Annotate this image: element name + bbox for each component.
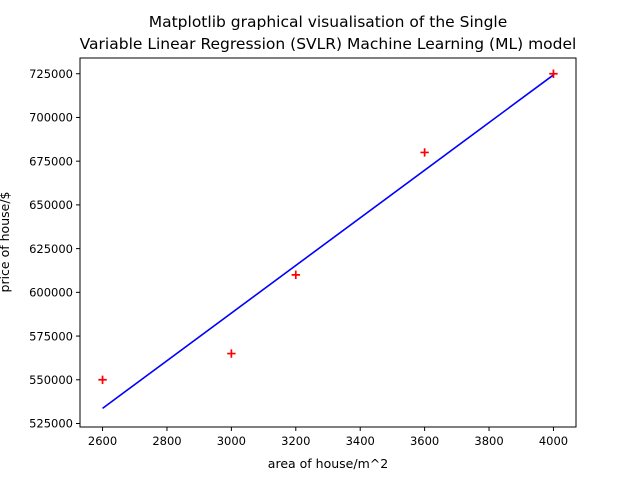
chart-title-line-2: Variable Linear Regression (SVLR) Machin… — [80, 35, 577, 53]
y-tick-label: 650000 — [29, 198, 73, 212]
x-tick-label: 4000 — [539, 434, 568, 448]
x-tick-label: 3400 — [346, 434, 375, 448]
y-tick-label: 675000 — [29, 154, 73, 168]
x-tick-label: 3200 — [281, 434, 310, 448]
y-tick-label: 700000 — [29, 111, 73, 125]
x-tick-label: 2600 — [88, 434, 117, 448]
y-tick-label: 625000 — [29, 242, 73, 256]
y-axis-label: price of house/$ — [0, 192, 12, 293]
x-tick-label: 2800 — [152, 434, 181, 448]
regression-line — [102, 74, 554, 409]
data-point-marker — [549, 69, 558, 78]
x-tick-label: 3000 — [217, 434, 246, 448]
x-tick-label: 3600 — [410, 434, 439, 448]
y-tick-label: 575000 — [29, 329, 73, 343]
data-point-marker — [227, 349, 236, 358]
data-point-marker — [291, 270, 300, 280]
x-axis-label: area of house/m^2 — [268, 456, 388, 471]
axes-frame — [79, 57, 577, 428]
data-point-marker — [420, 148, 429, 157]
axis-ticks: 2600 2800 3000 3200 3400 3600 3800 4000 525000 55… — [29, 67, 568, 448]
y-tick-label: 725000 — [29, 67, 73, 81]
y-tick-label: 550000 — [29, 373, 73, 387]
y-tick-label: 600000 — [29, 286, 73, 300]
x-tick-label: 3800 — [474, 434, 503, 448]
chart-title-line-1: Matplotlib graphical visualisation of th… — [149, 13, 508, 31]
y-tick-label: 525000 — [29, 417, 73, 431]
data-point-marker — [98, 375, 107, 384]
plot-area — [98, 69, 558, 409]
